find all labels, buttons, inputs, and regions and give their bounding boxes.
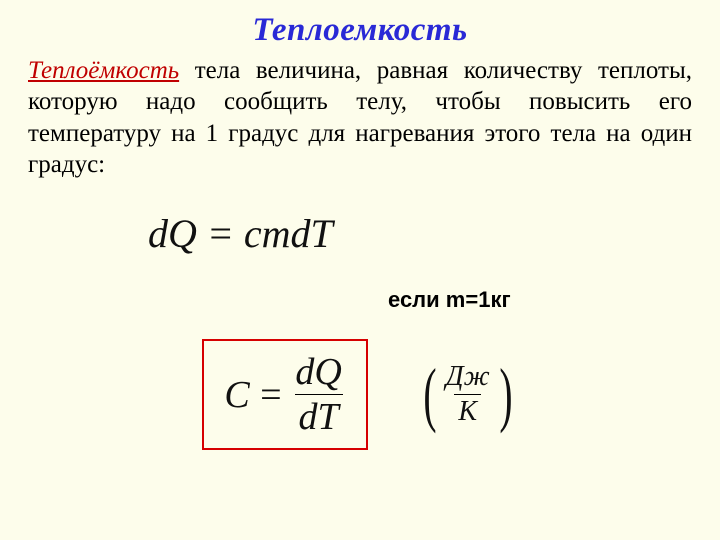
- formula-num: dQ: [291, 353, 345, 394]
- formula-frac: dQ dT: [291, 353, 345, 436]
- slide-title: Теплоемкость: [28, 12, 692, 49]
- units-frac: Дж К: [442, 363, 494, 426]
- paren-right: ): [499, 373, 512, 416]
- paren-left: (: [423, 373, 436, 416]
- formula-den: dT: [295, 394, 343, 436]
- formula-row: C = dQ dT ( Дж К ): [28, 339, 692, 450]
- units-num: Дж: [442, 363, 494, 394]
- condition-text: если m=1кг: [28, 287, 692, 313]
- formula-eq: =: [258, 373, 284, 417]
- definition-term: Теплоёмкость: [28, 57, 179, 84]
- formula-dq: dQ = cmdT: [28, 210, 692, 257]
- definition-text: Теплоёмкость тела величина, равная колич…: [28, 55, 692, 180]
- units: ( Дж К ): [418, 363, 518, 426]
- formula-c: C = dQ dT: [224, 353, 345, 436]
- formula-lhs: C: [224, 373, 249, 417]
- units-den: К: [454, 394, 481, 426]
- formula-box: C = dQ dT: [202, 339, 367, 450]
